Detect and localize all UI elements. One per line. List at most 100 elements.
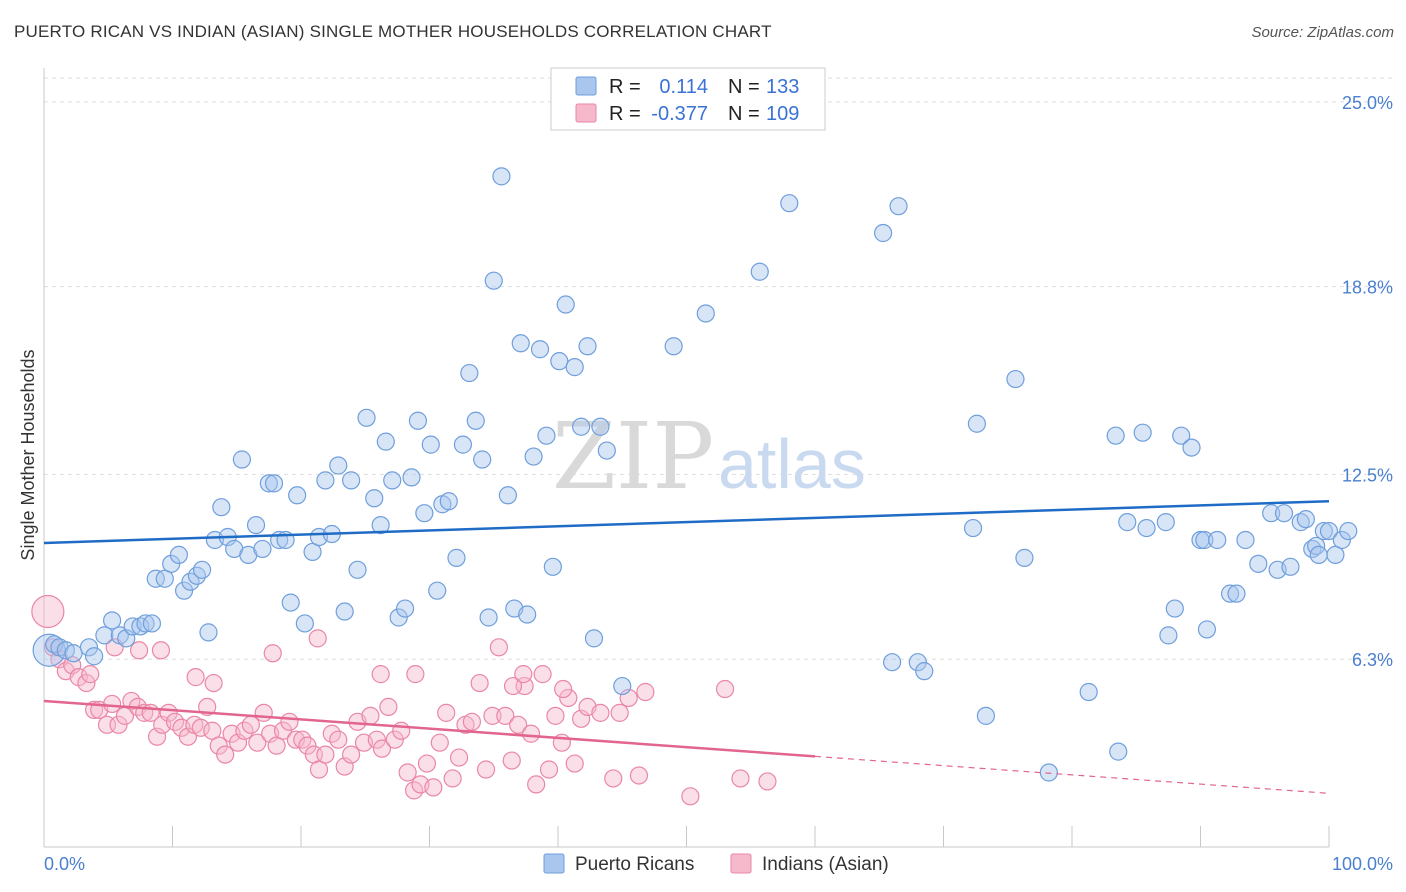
puerto-ricans-point: [1291, 513, 1310, 532]
indians-point: [443, 769, 462, 788]
indians-point: [191, 718, 210, 737]
stats-legend: R = 0.114 N = 133 R = -0.377 N = 109: [550, 67, 826, 131]
indians-point: [209, 736, 228, 755]
indians-point: [248, 733, 267, 752]
indians-point: [385, 730, 404, 749]
indians-point: [392, 721, 411, 740]
puerto-ricans-point: [335, 602, 354, 621]
indians-point: [521, 724, 541, 743]
indians-point: [496, 706, 515, 725]
puerto-ricans-point: [1109, 742, 1128, 761]
indians-point: [503, 676, 523, 696]
puerto-ricans-point: [578, 337, 597, 356]
indians-point: [216, 745, 235, 764]
puerto-ricans-point: [232, 450, 251, 469]
indians-point: [462, 712, 482, 731]
puerto-ricans-point: [473, 450, 492, 469]
y-tick-labels: 6.3% 12.5% 18.8% 25.0%: [1342, 93, 1393, 670]
indians-point: [103, 694, 122, 714]
puerto-ricans-point: [1006, 369, 1025, 389]
puerto-ricans-point: [597, 441, 616, 460]
puerto-ricans-point: [1296, 510, 1315, 529]
y-tick-label-0: 6.3%: [1352, 650, 1393, 670]
puerto-ricans-point: [1227, 584, 1246, 603]
puerto-ricans-point: [192, 560, 212, 579]
puerto-ricans-point: [565, 358, 584, 377]
indians-point: [329, 730, 348, 749]
legend-n-value-blue: 133: [766, 76, 799, 98]
puerto-ricans-point: [447, 548, 466, 567]
bottom-legend-swatch-blue: [543, 853, 565, 874]
indians-point: [147, 727, 167, 746]
bottom-legend-indians: Indians (Asian): [762, 854, 889, 875]
gridlines: [44, 77, 1393, 660]
puerto-ricans-point: [365, 489, 384, 508]
legend-r-label-pink: R =: [609, 103, 641, 125]
legend-n-label-pink: N =: [728, 103, 760, 125]
puerto-ricans-point: [963, 518, 983, 538]
puerto-ricans-point: [613, 676, 632, 696]
legend-r-value-pink: -0.377: [651, 103, 708, 125]
legend-swatch-blue: [575, 76, 597, 96]
puerto-ricans-point: [550, 352, 569, 371]
puerto-ricans-point: [1220, 584, 1240, 603]
puerto-ricans-point: [543, 557, 562, 576]
indians-point: [372, 739, 392, 758]
puerto-ricans-point: [79, 638, 99, 657]
puerto-ricans-point: [492, 167, 511, 186]
puerto-ricans-point: [1281, 557, 1300, 576]
indians-point: [31, 594, 65, 629]
puerto-ricans-point: [1236, 530, 1255, 550]
puerto-ricans-point: [316, 471, 335, 490]
puerto-ricans-point: [780, 194, 799, 213]
indians-point: [489, 638, 508, 657]
watermark: ZIP atlas: [552, 403, 866, 510]
puerto-ricans-point: [199, 623, 218, 642]
indians-point: [424, 778, 443, 797]
puerto-ricans-point: [511, 334, 530, 353]
indians-point: [280, 712, 299, 731]
indians-point: [758, 772, 777, 791]
puerto-ricans-point: [288, 486, 307, 505]
legend-r-label-blue: R =: [609, 76, 641, 98]
axes: [43, 68, 1330, 848]
puerto-ricans-point: [460, 363, 479, 383]
indians-point: [263, 644, 282, 663]
puerto-ricans-point: [1118, 513, 1137, 532]
puerto-ricans-point: [1195, 530, 1214, 550]
indians-point: [298, 736, 317, 755]
puerto-ricans-point: [530, 340, 550, 359]
indians-point: [109, 715, 128, 734]
indians-point: [254, 703, 273, 722]
indians-point: [406, 665, 425, 684]
puerto-ricans-point: [1339, 521, 1358, 541]
indians-point: [715, 679, 735, 699]
puerto-ricans-point: [103, 611, 122, 630]
puerto-ricans-point: [421, 435, 440, 454]
puerto-ricans-point: [1159, 626, 1178, 645]
puerto-ricans-point: [1319, 521, 1339, 541]
puerto-ricans-point: [142, 614, 162, 633]
puerto-ricans-point: [1106, 426, 1125, 445]
puerto-ricans-point: [1165, 599, 1184, 618]
series-puerto-ricans-points: [32, 167, 1358, 782]
puerto-ricans-point: [1137, 518, 1156, 538]
puerto-ricans-point: [882, 653, 902, 672]
puerto-ricans-point: [1274, 504, 1294, 523]
indians-point: [527, 775, 546, 794]
puerto-ricans-point: [408, 411, 428, 430]
puerto-ricans-point: [664, 337, 683, 356]
y-tick-label-1: 12.5%: [1342, 465, 1393, 485]
puerto-ricans-point: [174, 581, 194, 600]
trend-line-indians: [43, 699, 816, 758]
indians-point: [379, 697, 398, 717]
puerto-ricans-point: [498, 486, 517, 505]
series-legend: Puerto Ricans Indians (Asian): [543, 853, 889, 875]
indians-point: [77, 673, 96, 693]
puerto-ricans-point: [295, 614, 314, 633]
indians-point: [483, 706, 502, 725]
indians-point: [286, 730, 305, 749]
puerto-ricans-point: [371, 515, 390, 535]
watermark-zip: ZIP: [552, 403, 714, 510]
